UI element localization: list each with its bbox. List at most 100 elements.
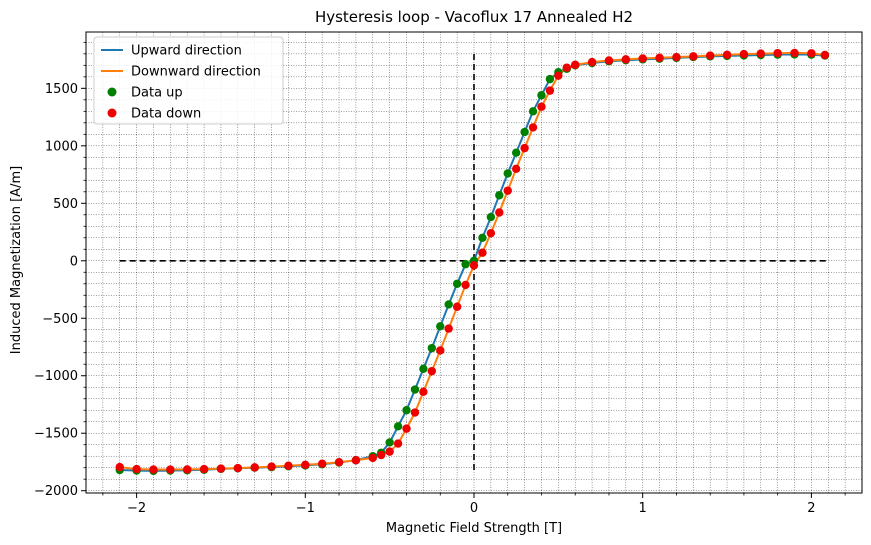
y-axis-label: Induced Magnetization [A/m] (9, 166, 24, 354)
y-tick-label: −2000 (34, 484, 78, 499)
data-down-point (419, 387, 428, 397)
y-tick-label: −1000 (34, 369, 78, 384)
data-down-point (199, 464, 209, 474)
x-tick-label: 0 (470, 501, 478, 516)
chart-title: Hysteresis loop - Vacoflux 17 Annealed H… (315, 8, 633, 26)
axis-ticks: −2 −1 0 1 2 −2000 −1500 −1000 −500 0 500 1000 1500 (34, 41, 846, 516)
data-down-point (503, 186, 512, 195)
data-up-point (486, 212, 496, 222)
data-up-point (436, 322, 445, 331)
data-up-point (537, 91, 546, 100)
data-down-point (427, 366, 437, 376)
legend-label: Downward direction (131, 65, 261, 80)
data-down-point (377, 450, 386, 460)
data-up-point (495, 191, 504, 200)
data-up-point (419, 364, 428, 374)
data-down-point (183, 465, 192, 474)
data-up-point (385, 438, 394, 447)
data-down-point (495, 208, 504, 217)
data-down-point (545, 86, 555, 95)
data-up-point (452, 279, 462, 288)
data-down-point (444, 324, 453, 333)
data-down-point (807, 49, 816, 58)
legend-marker-swatch (107, 108, 117, 118)
data-down-point (655, 53, 664, 62)
data-down-point (672, 52, 681, 62)
y-tick-label: 0 (70, 254, 78, 269)
legend-label: Upward direction (131, 44, 242, 59)
data-down-point (402, 424, 411, 433)
data-down-point (301, 460, 310, 470)
data-down-point (528, 123, 538, 132)
data-down-point (554, 71, 563, 80)
x-tick-label: 1 (639, 501, 647, 516)
data-down-point (621, 55, 631, 64)
data-down-point (436, 346, 445, 355)
data-down-point (149, 465, 158, 474)
data-down-point (739, 49, 749, 59)
data-down-point (393, 439, 403, 448)
data-up-point (478, 233, 487, 242)
x-tick-label: −2 (127, 501, 146, 516)
data-down-point (132, 464, 141, 474)
data-down-point (385, 447, 394, 456)
data-down-point (368, 453, 377, 463)
data-down-point (773, 48, 782, 58)
legend-box (93, 36, 284, 125)
data-down-point (410, 408, 420, 417)
data-down-point (756, 49, 765, 58)
data-down-point (604, 56, 614, 65)
data-up-point (520, 127, 529, 137)
data-markers (115, 48, 830, 476)
y-tick-label: 1500 (45, 82, 78, 97)
legend-marker-swatch (107, 87, 117, 97)
data-down-point (511, 164, 521, 174)
y-tick-label: −1500 (34, 427, 78, 442)
x-tick-label: 2 (807, 501, 815, 516)
data-down-point (722, 50, 732, 59)
data-down-point (334, 457, 344, 467)
data-down-point (250, 463, 259, 472)
legend: Upward direction Downward direction Data u… (93, 36, 284, 125)
data-up-point (528, 107, 538, 116)
data-up-point (393, 422, 403, 431)
data-down-point (115, 462, 124, 472)
y-tick-label: −500 (42, 312, 78, 327)
legend-label: Data up (131, 86, 183, 101)
data-down-point (562, 63, 571, 72)
data-up-point (545, 74, 555, 84)
data-down-point (790, 48, 799, 58)
legend-label: Data down (131, 107, 201, 122)
data-down-point (351, 456, 361, 465)
data-down-point (469, 261, 479, 270)
data-down-point (284, 461, 293, 470)
data-up-point (461, 260, 470, 269)
data-up-point (427, 343, 437, 353)
x-axis-label: Magnetic Field Strength [T] (386, 521, 562, 536)
y-tick-label: 500 (53, 197, 78, 212)
data-down-point (571, 60, 580, 69)
data-up-point (503, 169, 512, 178)
data-up-point (402, 406, 411, 415)
data-up-point (410, 385, 420, 394)
data-down-point (461, 280, 470, 290)
data-down-point (820, 50, 830, 60)
data-down-point (705, 51, 715, 60)
data-down-point (587, 57, 597, 67)
data-down-point (233, 463, 243, 473)
x-tick-label: −1 (296, 501, 315, 516)
data-down-point (452, 302, 462, 311)
y-tick-label: 1000 (45, 139, 78, 154)
data-up-point (444, 300, 453, 309)
data-down-point (638, 54, 647, 63)
data-down-point (267, 462, 276, 471)
data-down-point (478, 248, 487, 257)
data-down-point (166, 465, 175, 474)
data-up-point (511, 148, 521, 157)
data-down-point (317, 459, 327, 468)
data-down-point (537, 102, 546, 111)
data-down-point (520, 143, 529, 153)
data-down-point (216, 464, 226, 473)
data-down-point (689, 52, 698, 61)
